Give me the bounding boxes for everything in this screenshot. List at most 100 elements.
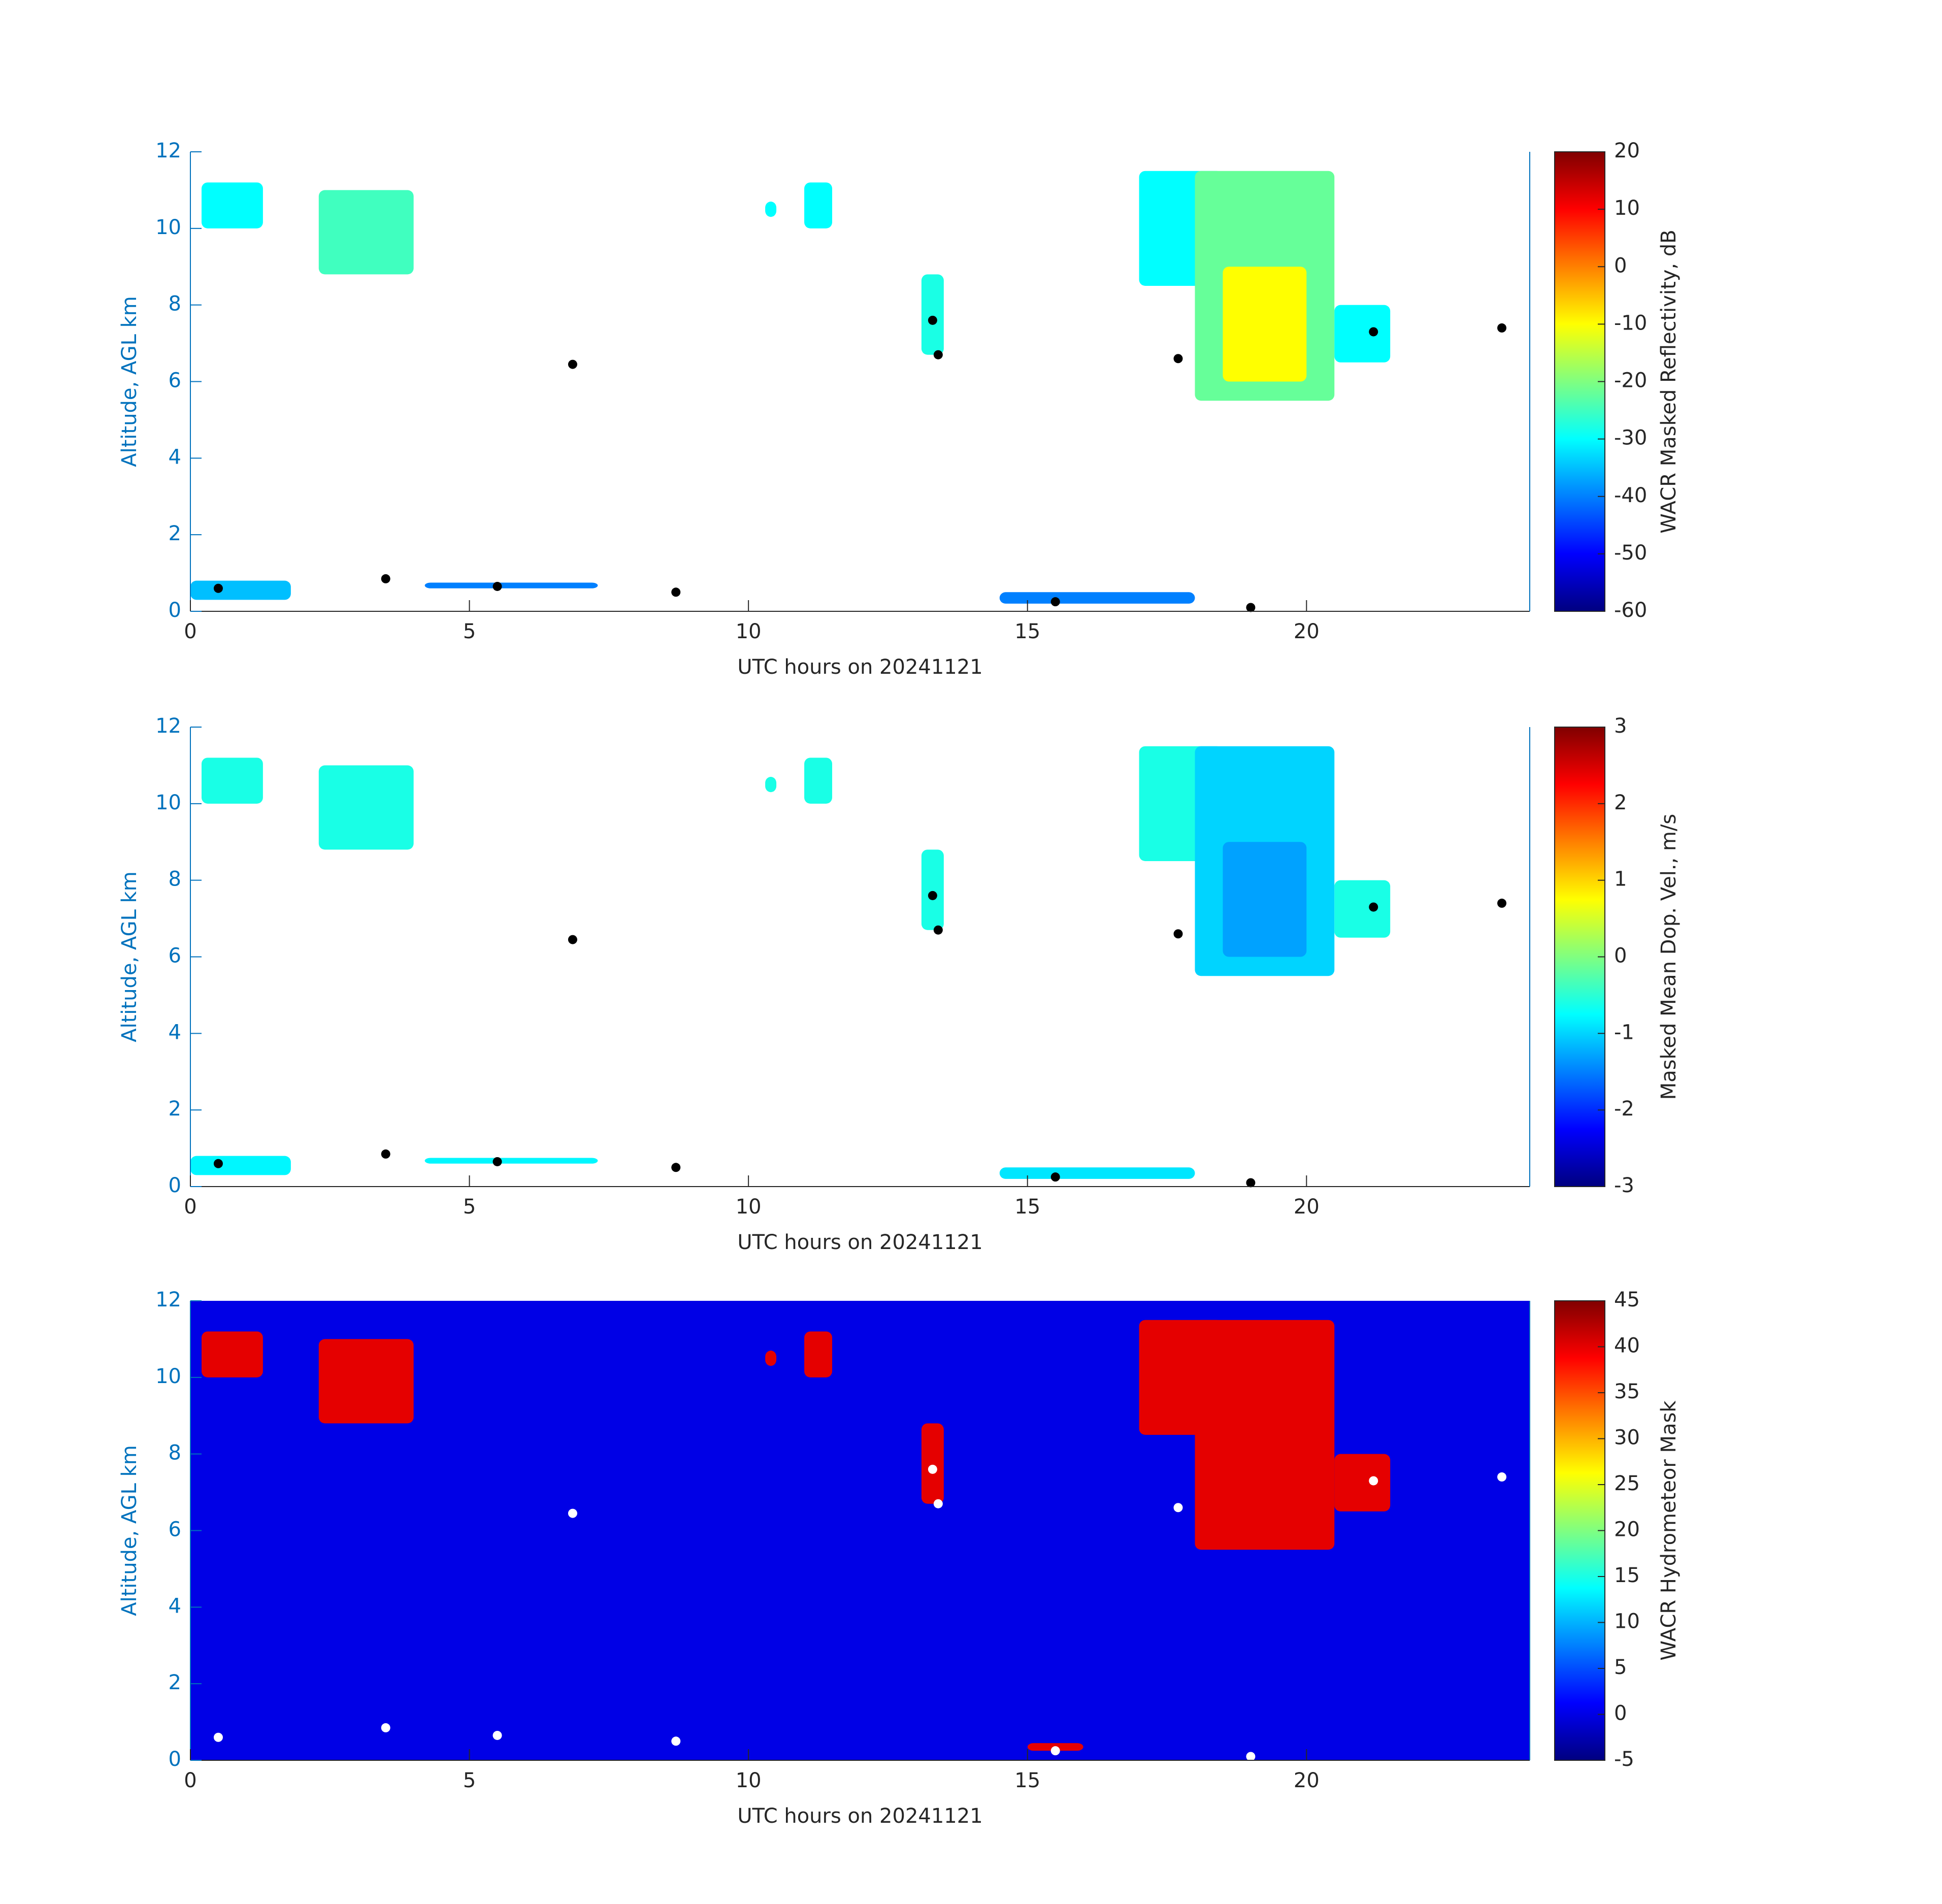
marker — [671, 587, 681, 597]
marker — [933, 1499, 943, 1508]
y-axis-label: Altitude, AGL km — [118, 871, 141, 1042]
marker — [1497, 323, 1507, 333]
region — [921, 849, 944, 930]
marker — [492, 1157, 502, 1166]
colorbar-label: WACR Masked Reflectivity, dB — [1657, 229, 1681, 533]
x-tick-label: 20 — [1294, 620, 1320, 643]
y-tick-label: 2 — [169, 1671, 181, 1694]
region — [765, 1351, 777, 1366]
region — [921, 1423, 944, 1504]
marker — [381, 574, 390, 583]
y-tick-label: 6 — [169, 944, 181, 968]
marker — [1173, 929, 1183, 939]
y-tick-label: 10 — [155, 216, 181, 239]
region — [1334, 305, 1391, 363]
marker — [1369, 327, 1378, 337]
region — [804, 758, 833, 804]
y-tick-label: 2 — [169, 1097, 181, 1121]
marker — [213, 1159, 223, 1168]
y-tick-label: 0 — [169, 1174, 181, 1197]
y-tick-label: 12 — [155, 139, 181, 162]
x-tick-label: 20 — [1294, 1769, 1320, 1792]
colorbar-label: WACR Hydrometeor Mask — [1657, 1400, 1681, 1661]
region — [1334, 1454, 1391, 1512]
y-tick-label: 12 — [155, 1288, 181, 1311]
colorbar-tick-label: 20 — [1614, 1518, 1640, 1541]
region — [765, 202, 777, 217]
region — [1195, 1320, 1335, 1550]
region — [424, 1158, 598, 1164]
x-tick-label: 15 — [1014, 620, 1040, 643]
region — [765, 777, 777, 793]
colorbar-tick-label: 10 — [1614, 196, 1640, 220]
y-axis-label: Altitude, AGL km — [118, 1445, 141, 1616]
x-axis-label: UTC hours on 20241121 — [737, 655, 982, 679]
marker — [213, 583, 223, 593]
y-tick-label: 2 — [169, 522, 181, 545]
marker — [1050, 597, 1060, 607]
x-tick-label: 10 — [736, 620, 762, 643]
marker — [492, 581, 502, 591]
marker — [568, 359, 577, 369]
colorbar — [1554, 727, 1605, 1187]
colorbar-tick-label: 25 — [1614, 1472, 1640, 1495]
colorbar-tick-label: 0 — [1614, 1702, 1627, 1725]
marker — [492, 1730, 502, 1740]
marker — [568, 935, 577, 944]
marker — [671, 1736, 681, 1746]
colorbar-tick-label: 10 — [1614, 1610, 1640, 1633]
marker — [213, 1732, 223, 1742]
y-tick-label: 4 — [169, 445, 181, 469]
colorbar-tick-label: 5 — [1614, 1656, 1627, 1679]
marker — [1246, 603, 1256, 612]
region — [190, 1156, 291, 1175]
x-axis-label: UTC hours on 20241121 — [737, 1231, 982, 1254]
marker — [1173, 1503, 1183, 1513]
region — [318, 1339, 414, 1424]
marker — [933, 350, 943, 359]
x-tick-label: 5 — [463, 620, 476, 643]
marker — [928, 891, 937, 900]
region — [921, 274, 944, 355]
marker — [1497, 1472, 1507, 1482]
marker — [381, 1149, 390, 1159]
x-axis-label: UTC hours on 20241121 — [737, 1804, 982, 1828]
y-tick-label: 6 — [169, 369, 181, 392]
colorbar-tick-label: -1 — [1614, 1021, 1634, 1044]
region — [1334, 880, 1391, 938]
colorbar-tick-label: -50 — [1614, 541, 1647, 565]
colorbar-tick-label: 2 — [1614, 791, 1627, 814]
colorbar-tick-label: -3 — [1614, 1174, 1634, 1197]
marker — [1173, 354, 1183, 364]
marker — [1050, 1746, 1060, 1756]
marker — [671, 1163, 681, 1172]
y-tick-label: 0 — [169, 599, 181, 622]
colorbar-tick-label: -5 — [1614, 1748, 1634, 1771]
colorbar-tick-label: 45 — [1614, 1288, 1640, 1311]
y-tick-label: 4 — [169, 1021, 181, 1044]
marker — [381, 1723, 390, 1732]
region — [318, 765, 414, 850]
colorbar-tick-label: 40 — [1614, 1334, 1640, 1358]
marker — [1369, 1476, 1378, 1486]
x-tick-label: 15 — [1014, 1769, 1040, 1792]
region — [424, 582, 598, 588]
x-tick-label: 10 — [736, 1769, 762, 1792]
colorbar-tick-label: 35 — [1614, 1380, 1640, 1403]
y-tick-label: 10 — [155, 791, 181, 814]
x-tick-label: 5 — [463, 1195, 476, 1219]
colorbar-tick-label: -20 — [1614, 369, 1647, 392]
x-tick-label: 5 — [463, 1769, 476, 1792]
region — [190, 580, 291, 600]
colorbar-tick-label: 0 — [1614, 254, 1627, 277]
colorbar-tick-label: -40 — [1614, 484, 1647, 507]
colorbar-tick-label: 0 — [1614, 944, 1627, 968]
marker — [928, 1464, 937, 1474]
y-tick-label: 12 — [155, 714, 181, 738]
colorbar-tick-label: 15 — [1614, 1564, 1640, 1587]
colorbar-tick-label: -10 — [1614, 311, 1647, 335]
region — [1223, 842, 1307, 957]
region — [201, 758, 263, 804]
y-tick-label: 8 — [169, 868, 181, 891]
colorbar-tick-label: -60 — [1614, 599, 1647, 622]
